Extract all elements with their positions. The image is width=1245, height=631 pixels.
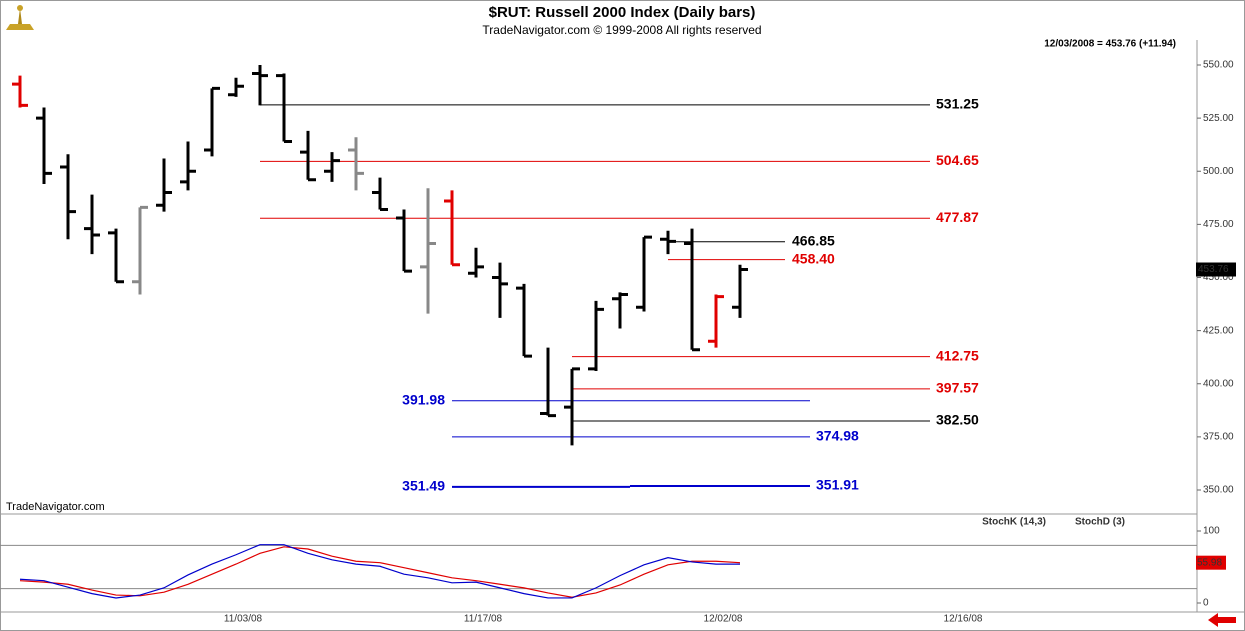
level-label: 412.75 [936,347,979,363]
level-label: 466.85 [792,232,835,248]
scroll-arrow[interactable] [1208,613,1236,627]
chart-subtitle: TradeNavigator.com © 1999-2008 All right… [482,23,761,37]
level-label: 531.25 [936,96,979,112]
level-label: 351.49 [402,478,445,494]
last-value-label: 55.98 [1197,557,1222,568]
watermark: TradeNavigator.com [6,501,105,513]
status-readout: 12/03/2008 = 453.76 (+11.94) [1044,39,1176,50]
y-tick-label: 475.00 [1203,219,1234,230]
stoch-line [19,544,740,599]
level-label: 397.57 [936,380,979,396]
y-tick-label: 375.00 [1203,432,1234,443]
last-value-box [1196,555,1226,570]
x-tick-label: 11/03/08 [224,614,263,625]
y-tick-label: 0 [1203,598,1209,609]
x-tick-label: 11/17/08 [464,614,503,625]
level-label: 504.65 [936,152,979,168]
x-tick-label: 12/16/08 [944,614,983,625]
y-tick-label: 525.00 [1203,113,1234,124]
legend-entry: StochK (14,3) [982,517,1046,528]
y-tick-label: 450.00 [1203,272,1234,283]
level-label: 382.50 [936,412,979,428]
y-tick-label: 350.00 [1203,485,1234,496]
y-tick-label: 400.00 [1203,378,1234,389]
y-tick-label: 500.00 [1203,166,1234,177]
level-label: 458.40 [792,250,835,266]
stoch-line [19,546,741,598]
y-tick-label: 100 [1203,526,1220,537]
last-price-box [1196,262,1236,277]
level-label: 374.98 [816,428,859,444]
chart-title: $RUT: Russell 2000 Index (Daily bars) [489,4,756,21]
logo [6,5,34,30]
y-tick-label: 550.00 [1203,60,1234,71]
y-tick-label: 425.00 [1203,325,1234,336]
level-label: 351.91 [816,477,859,493]
x-tick-label: 12/02/08 [704,614,743,625]
legend-entry: StochD (3) [1075,517,1125,528]
last-price-label: 453.76 [1198,264,1229,275]
level-label: 477.87 [936,209,979,225]
level-label: 391.98 [402,391,445,407]
